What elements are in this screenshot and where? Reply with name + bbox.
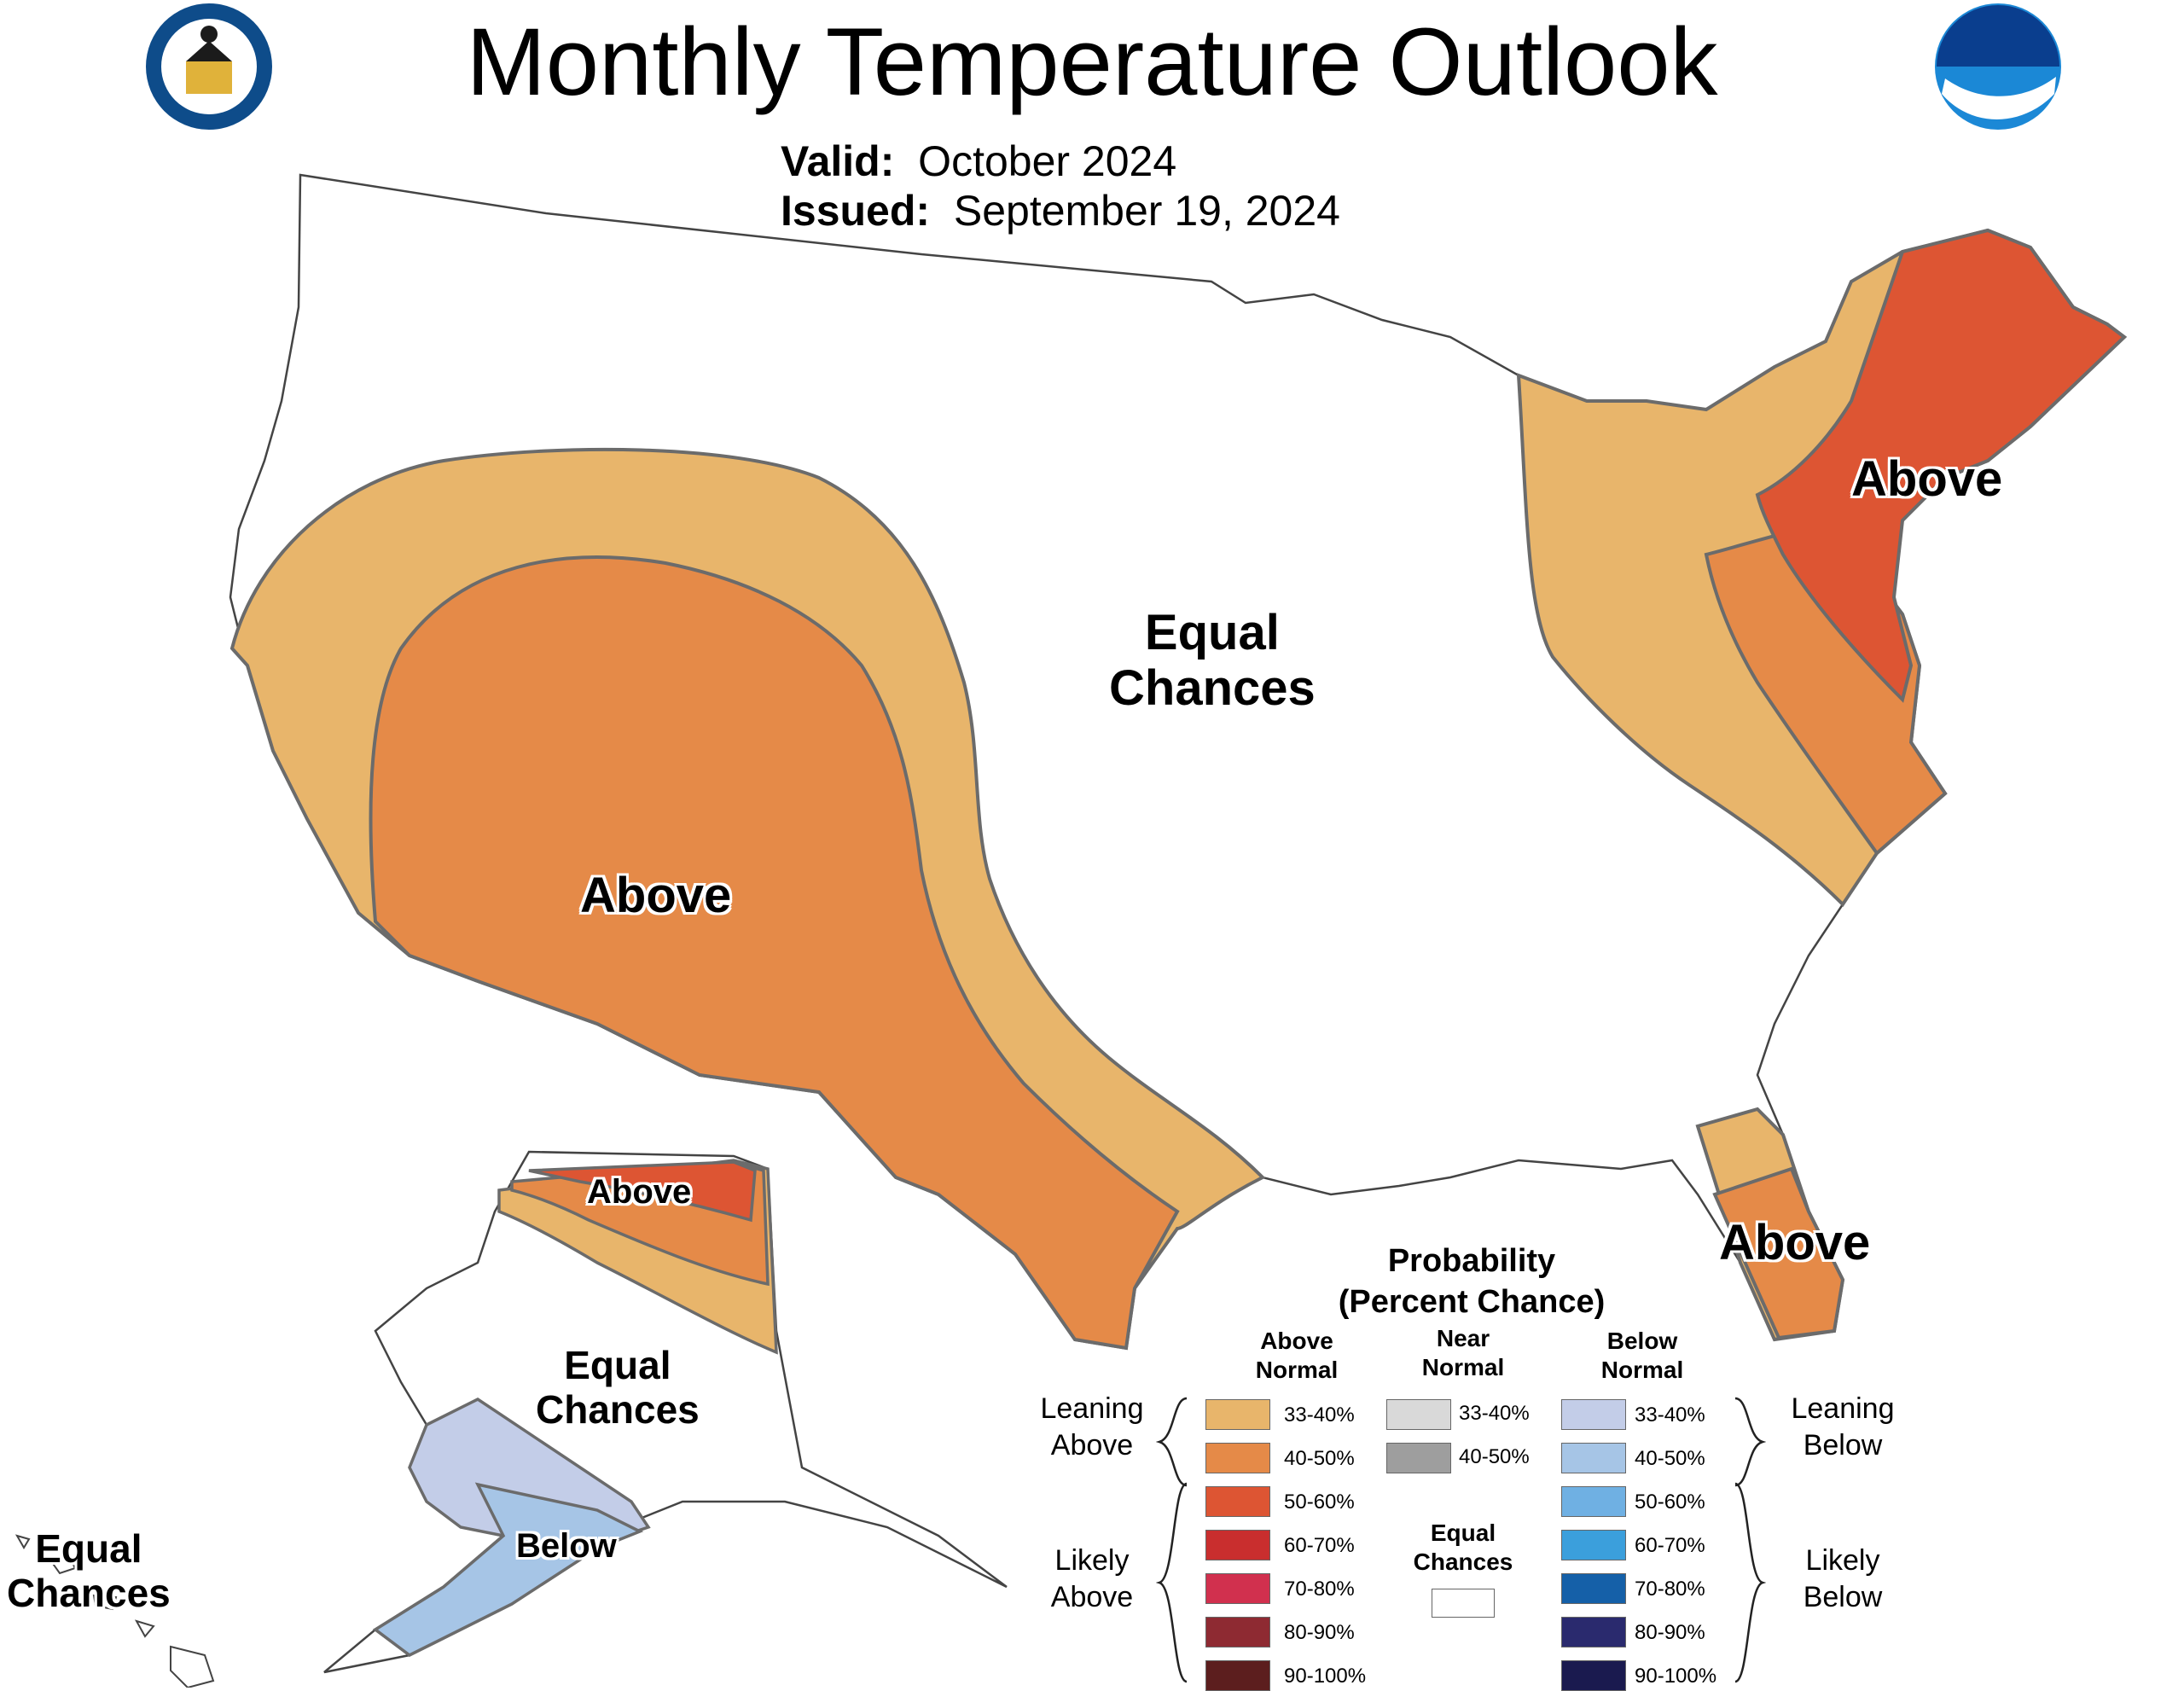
swatch-above-90-100: [1205, 1660, 1270, 1691]
swatch-below-80-90: [1561, 1617, 1626, 1647]
legend-likely-above-line2: Above: [1050, 1580, 1134, 1613]
florida-above-moderate-area: [1712, 1166, 1845, 1340]
label-alaska-equal-line1: Equal: [564, 1343, 671, 1387]
label-hawaii-equal-line2: Chances: [7, 1570, 171, 1615]
legend-col-above-line1: Above: [1260, 1328, 1333, 1354]
swatch-label-below-70-80: 70-80%: [1635, 1578, 1705, 1601]
swatch-above-40-50: [1205, 1443, 1270, 1473]
swatch-near-40-50: [1386, 1443, 1451, 1473]
west-above-core-area: [369, 555, 1180, 1351]
legend-equal-line2: Chances: [1413, 1548, 1513, 1575]
legend-col-below: Below Normal: [1574, 1327, 1711, 1384]
legend-title: Probability (Percent Chance): [1228, 1241, 1715, 1322]
swatch-label-above-50-60: 50-60%: [1284, 1491, 1355, 1514]
legend-col-below-line2: Normal: [1600, 1356, 1684, 1383]
legend-likely-below-line1: Likely: [1805, 1544, 1880, 1577]
label-northeast-above: Above: [1851, 451, 2003, 507]
department-of-commerce-seal-icon: [146, 3, 272, 130]
swatch-below-40-50: [1561, 1443, 1626, 1473]
swatch-label-near-40-50: 40-50%: [1459, 1445, 1530, 1468]
swatch-near-33-40: [1386, 1399, 1451, 1430]
label-alaska-equal-chances: Equal Chances: [536, 1343, 700, 1432]
swatch-above-60-70: [1205, 1530, 1270, 1560]
northeast-above-likely-area: [1755, 228, 2128, 703]
legend-equal-chances: Equal Chances: [1386, 1519, 1540, 1576]
legend-col-near-line2: Normal: [1421, 1353, 1505, 1380]
swatch-above-70-80: [1205, 1573, 1270, 1604]
swatch-below-90-100: [1561, 1660, 1626, 1691]
legend-likely-below-line2: Below: [1803, 1580, 1883, 1613]
swatch-label-above-33-40: 33-40%: [1284, 1403, 1355, 1427]
legend-leaning-below-line1: Leaning: [1791, 1392, 1895, 1425]
swatch-label-near-33-40: 33-40%: [1459, 1402, 1530, 1425]
legend-likely-below-label: Likely Below: [1770, 1543, 1915, 1615]
swatch-label-above-80-90: 80-90%: [1284, 1621, 1355, 1644]
label-alaska-equal-line2: Chances: [536, 1386, 700, 1432]
label-hawaii-equal-chances: Equal Chances: [7, 1526, 171, 1615]
legend-brace-likely-above: [1156, 1482, 1188, 1683]
legend-likely-above-label: Likely Above: [1019, 1543, 1165, 1615]
swatch-label-below-90-100: 90-100%: [1635, 1665, 1717, 1688]
swatch-below-33-40: [1561, 1399, 1626, 1430]
hawaii-islands: [15, 1534, 215, 1688]
label-alaska-above: Above: [587, 1173, 692, 1211]
alaska-below-moderate-area: [372, 1482, 644, 1658]
swatch-label-below-80-90: 80-90%: [1635, 1621, 1705, 1644]
legend-brace-leaning-below: [1734, 1397, 1766, 1487]
legend-likely-above-line1: Likely: [1054, 1544, 1130, 1577]
legend-leaning-below-line2: Below: [1803, 1428, 1883, 1461]
swatch-label-above-90-100: 90-100%: [1284, 1665, 1367, 1688]
swatch-label-below-60-70: 60-70%: [1635, 1534, 1705, 1557]
swatch-below-60-70: [1561, 1530, 1626, 1560]
legend-brace-likely-below: [1734, 1482, 1766, 1683]
swatch-below-70-80: [1561, 1573, 1626, 1604]
swatch-label-above-70-80: 70-80%: [1284, 1578, 1355, 1601]
valid-label: Valid:: [781, 137, 895, 185]
label-central-equal-chances: Equal Chances: [1109, 605, 1316, 717]
label-florida-above: Above: [1719, 1215, 1871, 1270]
swatch-above-50-60: [1205, 1486, 1270, 1517]
issued-value: September 19, 2024: [953, 187, 1340, 235]
legend-col-near-line1: Near: [1436, 1325, 1490, 1351]
legend-brace-leaning-above: [1156, 1397, 1188, 1487]
label-central-equal-line2: Chances: [1109, 660, 1316, 716]
label-alaska-below: Below: [516, 1527, 617, 1565]
swatch-label-below-50-60: 50-60%: [1635, 1491, 1705, 1514]
legend-title-line2: (Percent Chance): [1338, 1283, 1606, 1320]
swatch-label-above-40-50: 40-50%: [1284, 1447, 1355, 1470]
swatch-above-33-40: [1205, 1399, 1270, 1430]
issued-date-row: Issued: September 19, 2024: [781, 186, 1340, 235]
swatch-below-50-60: [1561, 1486, 1626, 1517]
map-title: Monthly Temperature Outlook: [466, 9, 1718, 115]
label-hawaii-equal-line1: Equal: [35, 1526, 142, 1571]
legend-col-near: Near Normal: [1399, 1324, 1527, 1381]
swatch-label-below-40-50: 40-50%: [1635, 1447, 1705, 1470]
alaska-above-likely-area: [528, 1160, 757, 1223]
valid-value: October 2024: [918, 137, 1177, 185]
legend-title-line1: Probability: [1387, 1243, 1556, 1279]
issued-label: Issued:: [781, 187, 931, 235]
legend-leaning-above-line2: Above: [1050, 1428, 1134, 1461]
legend-leaning-below-label: Leaning Below: [1770, 1391, 1915, 1463]
label-west-above: Above: [580, 868, 732, 923]
noaa-logo-icon: [1935, 3, 2061, 130]
legend-col-below-line1: Below: [1606, 1328, 1678, 1354]
swatch-equal-chances: [1432, 1589, 1495, 1618]
label-central-equal-line1: Equal: [1144, 605, 1280, 660]
swatch-above-80-90: [1205, 1617, 1270, 1647]
legend-col-above: Above Normal: [1228, 1327, 1365, 1384]
legend-col-above-line2: Normal: [1255, 1356, 1339, 1383]
legend-leaning-above-label: Leaning Above: [1019, 1391, 1165, 1463]
swatch-label-above-60-70: 60-70%: [1284, 1534, 1355, 1557]
valid-date-row: Valid: October 2024: [781, 137, 1176, 186]
legend-equal-line1: Equal: [1430, 1520, 1496, 1546]
legend-leaning-above-line1: Leaning: [1040, 1392, 1144, 1425]
swatch-label-below-33-40: 33-40%: [1635, 1403, 1705, 1427]
